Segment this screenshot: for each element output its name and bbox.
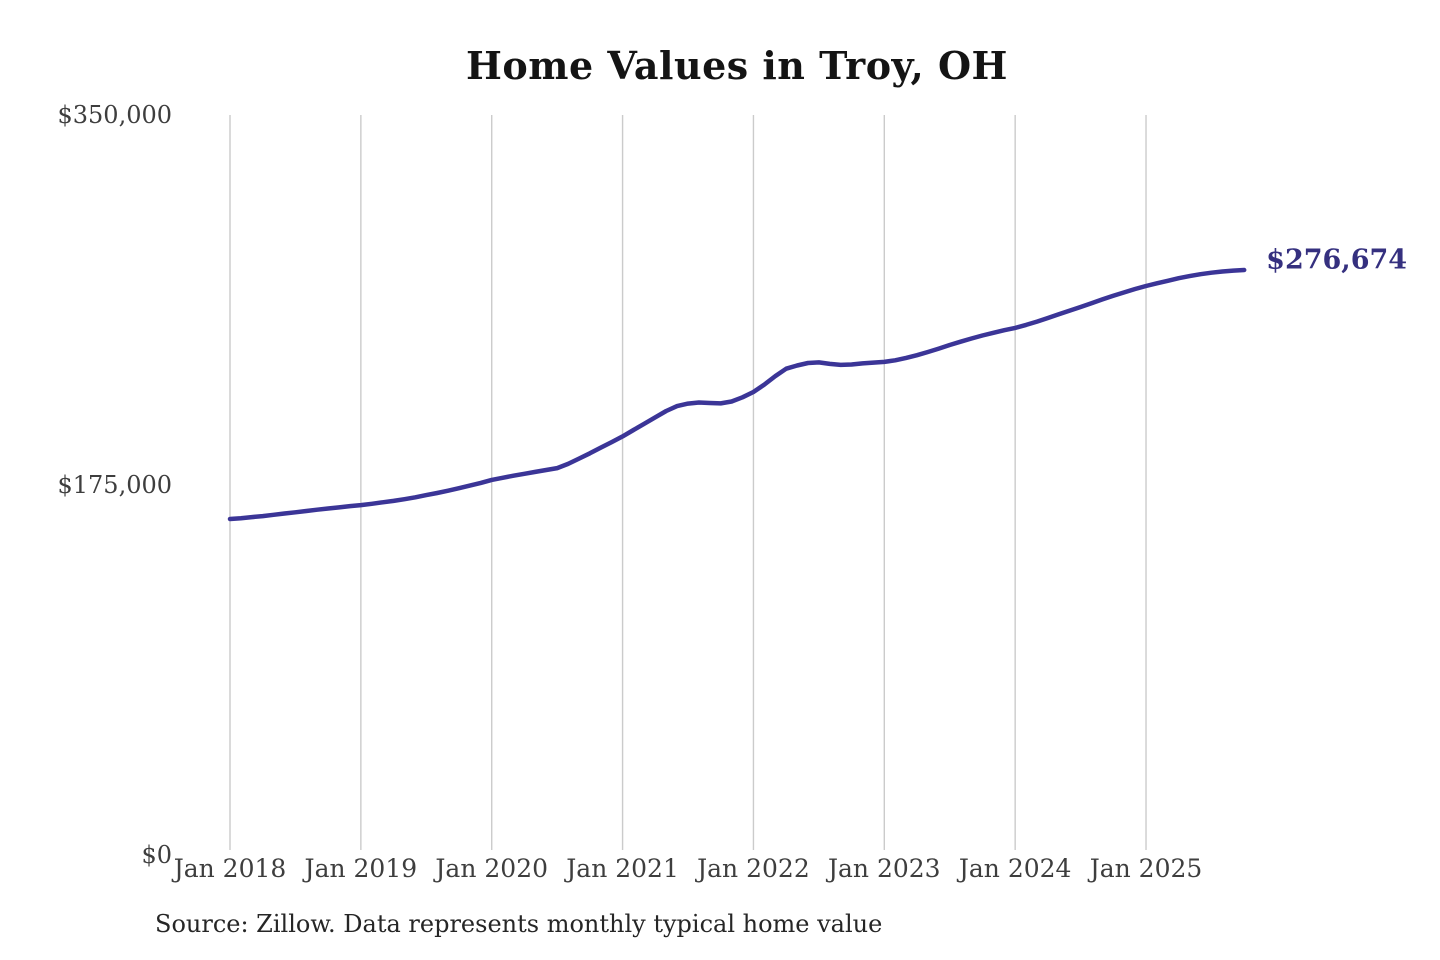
x-axis-tick-label: Jan 2023	[827, 854, 941, 883]
x-axis-tick-label: Jan 2020	[435, 854, 549, 883]
x-axis-tick-label: Jan 2024	[958, 854, 1072, 883]
trend-line	[227, 267, 1247, 522]
y-axis-tick-label: $350,000	[57, 101, 172, 129]
x-axis-tick-label: Jan 2019	[304, 854, 418, 883]
x-axis-tick-label: Jan 2022	[697, 854, 810, 883]
end-value-label: $276,674	[1266, 244, 1408, 276]
y-axis-tick-label: $0	[141, 841, 172, 869]
x-axis-tick-label: Jan 2025	[1089, 854, 1203, 883]
y-axis-tick-label: $175,000	[57, 471, 172, 499]
source-note: Source: Zillow. Data represents monthly …	[155, 910, 883, 938]
x-axis-tick-label: Jan 2018	[173, 854, 287, 883]
chart-title: Home Values in Troy, OH	[466, 43, 1008, 88]
x-axis-tick-label: Jan 2021	[566, 854, 679, 883]
